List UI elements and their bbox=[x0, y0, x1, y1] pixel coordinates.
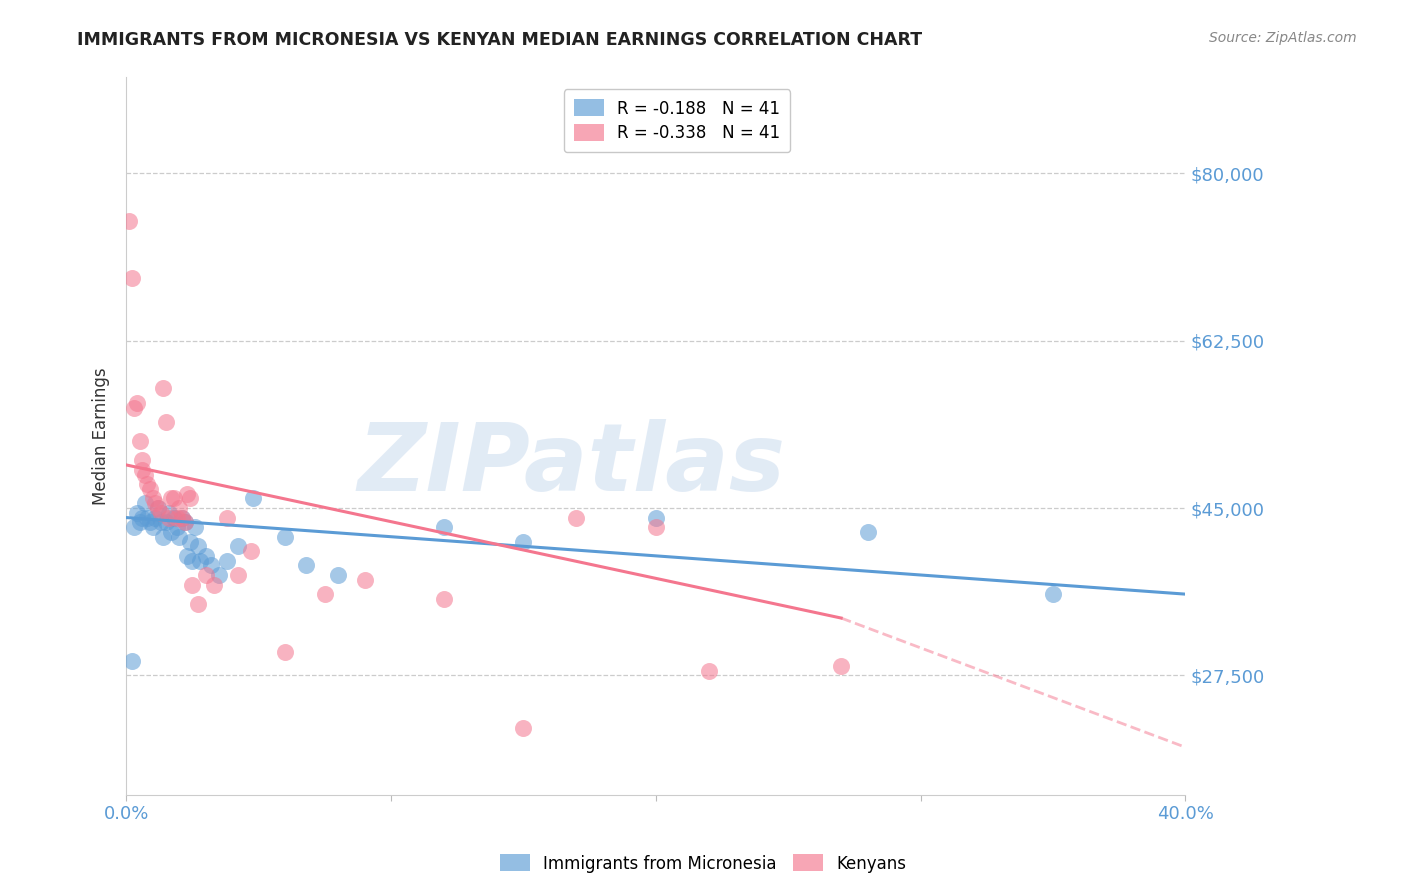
Point bbox=[157, 506, 180, 520]
Point bbox=[145, 496, 167, 510]
Point bbox=[512, 721, 534, 735]
Point bbox=[202, 577, 225, 591]
Point bbox=[242, 491, 264, 506]
Point bbox=[139, 516, 162, 530]
Point bbox=[215, 510, 238, 524]
Point bbox=[121, 271, 143, 285]
Point bbox=[131, 510, 153, 524]
Point bbox=[226, 539, 249, 553]
Point bbox=[118, 214, 141, 228]
Point bbox=[173, 516, 195, 530]
Point bbox=[125, 396, 148, 410]
Point bbox=[274, 530, 297, 544]
Point bbox=[1042, 587, 1064, 601]
Point bbox=[142, 491, 165, 506]
Point bbox=[163, 491, 186, 506]
Point bbox=[121, 654, 143, 668]
Point bbox=[433, 591, 456, 606]
Point bbox=[166, 520, 188, 534]
Point bbox=[134, 467, 156, 482]
Legend: Immigrants from Micronesia, Kenyans: Immigrants from Micronesia, Kenyans bbox=[494, 847, 912, 880]
Text: IMMIGRANTS FROM MICRONESIA VS KENYAN MEDIAN EARNINGS CORRELATION CHART: IMMIGRANTS FROM MICRONESIA VS KENYAN MED… bbox=[77, 31, 922, 49]
Point bbox=[565, 510, 588, 524]
Legend: R = -0.188   N = 41, R = -0.338   N = 41: R = -0.188 N = 41, R = -0.338 N = 41 bbox=[564, 89, 790, 153]
Point bbox=[125, 506, 148, 520]
Point bbox=[149, 506, 172, 520]
Point bbox=[208, 568, 231, 582]
Point bbox=[856, 524, 879, 539]
Point bbox=[139, 482, 162, 496]
Point bbox=[122, 520, 145, 534]
Point bbox=[697, 664, 720, 678]
Point bbox=[146, 501, 169, 516]
Point bbox=[184, 520, 207, 534]
Point bbox=[190, 554, 212, 568]
Point bbox=[176, 486, 198, 500]
Point bbox=[181, 577, 204, 591]
Point bbox=[152, 381, 174, 395]
Point bbox=[131, 463, 153, 477]
Point bbox=[353, 573, 375, 587]
Point bbox=[142, 520, 165, 534]
Point bbox=[146, 501, 169, 516]
Y-axis label: Median Earnings: Median Earnings bbox=[93, 368, 110, 505]
Point bbox=[160, 524, 183, 539]
Point bbox=[226, 568, 249, 582]
Point bbox=[194, 568, 217, 582]
Point bbox=[128, 434, 150, 448]
Point bbox=[215, 554, 238, 568]
Point bbox=[187, 539, 209, 553]
Point bbox=[167, 501, 190, 516]
Point bbox=[274, 644, 297, 658]
Point bbox=[145, 510, 167, 524]
Point bbox=[644, 520, 666, 534]
Point bbox=[433, 520, 456, 534]
Point bbox=[187, 597, 209, 611]
Text: ZIPatlas: ZIPatlas bbox=[357, 419, 785, 511]
Text: Source: ZipAtlas.com: Source: ZipAtlas.com bbox=[1209, 31, 1357, 45]
Point bbox=[179, 534, 201, 549]
Point bbox=[314, 587, 336, 601]
Point bbox=[122, 401, 145, 415]
Point bbox=[176, 549, 198, 563]
Point bbox=[179, 491, 201, 506]
Point bbox=[644, 510, 666, 524]
Point bbox=[830, 659, 852, 673]
Point bbox=[166, 510, 188, 524]
Point bbox=[155, 415, 177, 429]
Point bbox=[200, 558, 222, 573]
Point bbox=[134, 496, 156, 510]
Point bbox=[167, 530, 190, 544]
Point bbox=[157, 510, 180, 524]
Point bbox=[512, 534, 534, 549]
Point bbox=[160, 491, 183, 506]
Point bbox=[152, 530, 174, 544]
Point bbox=[239, 544, 262, 558]
Point bbox=[163, 510, 186, 524]
Point bbox=[128, 516, 150, 530]
Point bbox=[170, 510, 193, 524]
Point bbox=[295, 558, 318, 573]
Point bbox=[194, 549, 217, 563]
Point bbox=[131, 453, 153, 467]
Point bbox=[136, 477, 159, 491]
Point bbox=[173, 516, 195, 530]
Point bbox=[181, 554, 204, 568]
Point bbox=[170, 510, 193, 524]
Point bbox=[326, 568, 349, 582]
Point bbox=[155, 516, 177, 530]
Point bbox=[136, 510, 159, 524]
Point bbox=[149, 516, 172, 530]
